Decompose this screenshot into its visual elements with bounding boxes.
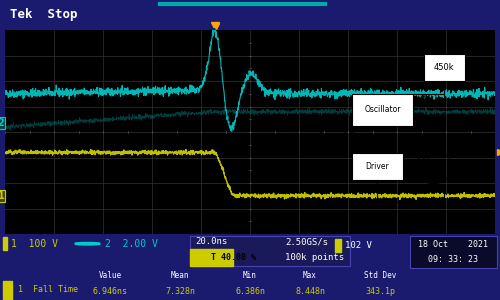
Text: Mean: Mean <box>171 271 189 280</box>
FancyBboxPatch shape <box>410 236 498 268</box>
Text: 450k: 450k <box>434 63 454 72</box>
FancyBboxPatch shape <box>335 239 341 252</box>
Text: 6.946ns: 6.946ns <box>92 286 128 296</box>
Text: B: B <box>420 116 426 125</box>
Text: Min: Min <box>243 271 257 280</box>
Text: 6.386n: 6.386n <box>235 286 265 296</box>
Text: 18 Oct    2021: 18 Oct 2021 <box>418 240 488 249</box>
Text: 1  Fall Time: 1 Fall Time <box>18 285 78 294</box>
Text: Oscillator: Oscillator <box>364 105 401 114</box>
Text: 343.1p: 343.1p <box>365 286 395 296</box>
FancyBboxPatch shape <box>2 236 6 250</box>
Text: Value: Value <box>98 271 122 280</box>
Text: 100k points: 100k points <box>285 253 344 262</box>
Text: Driver: Driver <box>366 162 389 171</box>
Text: 7.328n: 7.328n <box>165 286 195 296</box>
Text: 2: 2 <box>0 118 4 128</box>
FancyBboxPatch shape <box>424 54 465 81</box>
Text: Std Dev: Std Dev <box>364 271 396 280</box>
FancyBboxPatch shape <box>190 250 232 266</box>
Text: 1  100 V: 1 100 V <box>11 239 58 249</box>
FancyBboxPatch shape <box>352 153 403 180</box>
Text: 2.50GS/s: 2.50GS/s <box>285 237 328 246</box>
Text: 1: 1 <box>0 191 4 201</box>
Text: 102 V: 102 V <box>345 241 372 250</box>
Text: A: A <box>420 94 426 103</box>
Text: 20.0ns: 20.0ns <box>195 237 227 246</box>
Text: T 40.80 %: T 40.80 % <box>211 253 256 262</box>
Text: 09: 33: 23: 09: 33: 23 <box>428 255 478 264</box>
Text: 4.7u: 4.7u <box>342 132 360 141</box>
Text: Tek  Stop: Tek Stop <box>10 8 78 21</box>
FancyBboxPatch shape <box>2 280 12 298</box>
Text: Max: Max <box>303 271 317 280</box>
Text: 2  2.00 V: 2 2.00 V <box>105 239 158 249</box>
FancyBboxPatch shape <box>352 94 413 126</box>
Text: 8.448n: 8.448n <box>295 286 325 296</box>
FancyBboxPatch shape <box>190 236 350 266</box>
